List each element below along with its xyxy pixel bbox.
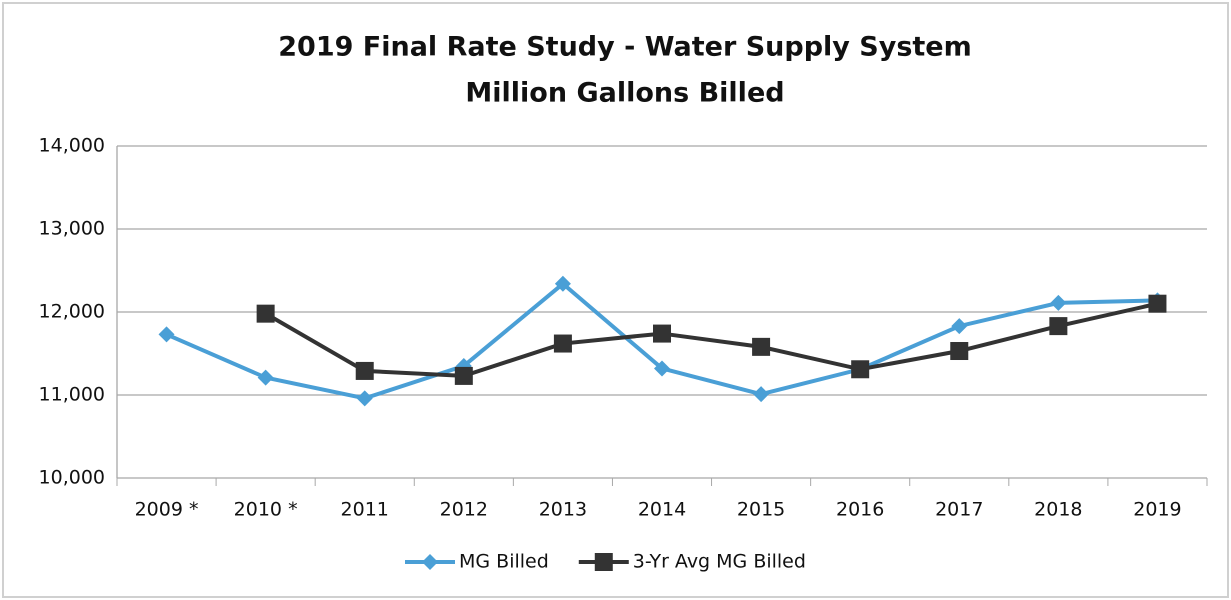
x-tick-label: 2009 * <box>135 499 199 521</box>
legend-label: MG Billed <box>459 551 549 573</box>
point <box>454 366 473 385</box>
x-tick-label: 2010 * <box>234 499 298 521</box>
y-tick-label: 14,000 <box>39 135 105 157</box>
x-tick-label: 2012 <box>440 499 488 521</box>
point <box>951 318 968 335</box>
y-tick-label: 12,000 <box>39 301 105 323</box>
point <box>257 369 274 386</box>
point <box>851 360 870 379</box>
legend-marker <box>422 554 438 570</box>
x-tick-label: 2013 <box>539 499 587 521</box>
legend-label: 3-Yr Avg MG Billed <box>633 551 806 573</box>
chart-title: 2019 Final Rate Study - Water Supply Sys… <box>278 32 972 63</box>
x-tick-label: 2018 <box>1034 499 1082 521</box>
x-tick-label: 2016 <box>836 499 884 521</box>
series-line <box>264 301 1158 378</box>
x-tick-label: 2019 <box>1133 499 1181 521</box>
legend-marker <box>594 553 613 571</box>
point <box>1148 294 1167 313</box>
point <box>355 361 374 380</box>
point <box>256 304 275 323</box>
chart-subtitle: Million Gallons Billed <box>465 78 784 109</box>
x-tick-label: 2015 <box>737 499 785 521</box>
x-tick-label: 2011 <box>341 499 389 521</box>
x-tick-label: 2017 <box>935 499 983 521</box>
point <box>753 386 770 403</box>
point <box>950 342 969 361</box>
point <box>554 275 571 292</box>
y-tick-label: 11,000 <box>39 384 105 406</box>
point <box>654 360 670 377</box>
point <box>752 337 771 356</box>
point <box>653 324 671 343</box>
point <box>1050 294 1067 311</box>
y-tick-label: 10,000 <box>39 467 105 489</box>
point <box>1049 317 1068 336</box>
point <box>553 334 572 353</box>
x-tick-label: 2014 <box>638 499 686 521</box>
point <box>356 390 373 407</box>
point <box>158 326 175 343</box>
y-tick-label: 13,000 <box>39 218 105 240</box>
